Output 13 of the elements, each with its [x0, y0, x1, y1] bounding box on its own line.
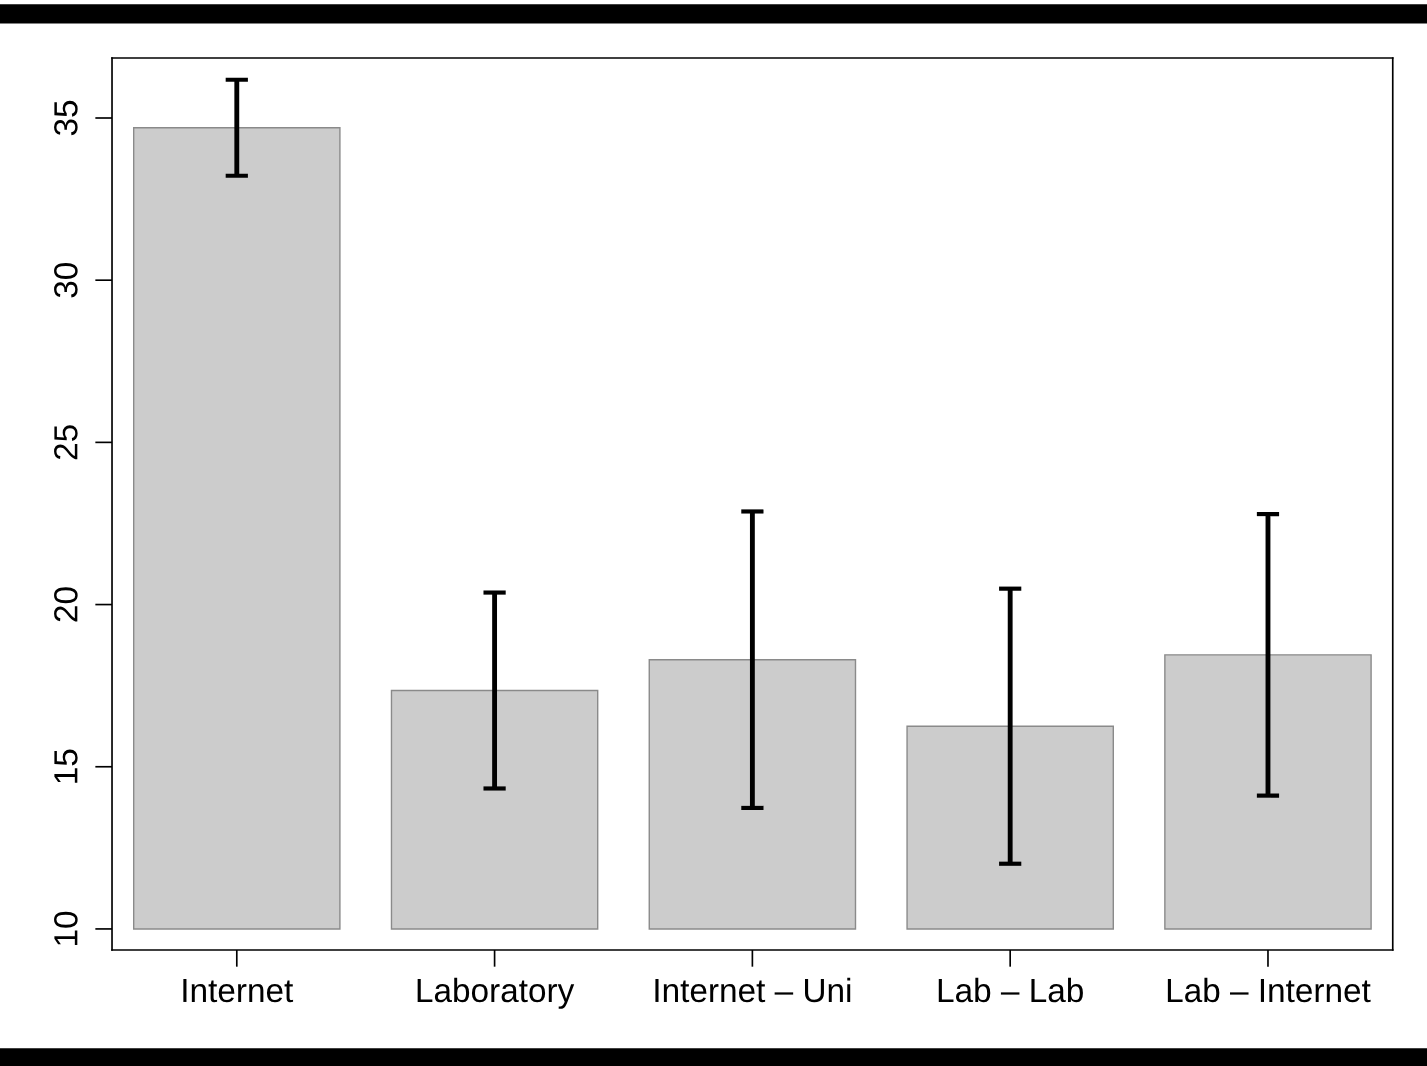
x-tick-label: Lab – Lab — [938, 977, 1083, 1003]
bar — [390, 689, 599, 930]
y-tick-label: 35 — [54, 100, 78, 136]
x-tick-label: Internet – Uni — [655, 977, 851, 1003]
y-tick-label: 25 — [54, 425, 78, 460]
x-tick-label: Internet — [183, 979, 294, 1003]
y-tick-label: 20 — [54, 587, 78, 622]
y-tick-label: 15 — [54, 749, 78, 783]
y-tick-label: 10 — [54, 911, 78, 945]
bar — [132, 127, 341, 930]
y-tick-label: 30 — [54, 262, 78, 298]
x-tick-label: Laboratory — [417, 977, 575, 1009]
x-tick-label: Lab – Internet — [1167, 977, 1371, 1003]
